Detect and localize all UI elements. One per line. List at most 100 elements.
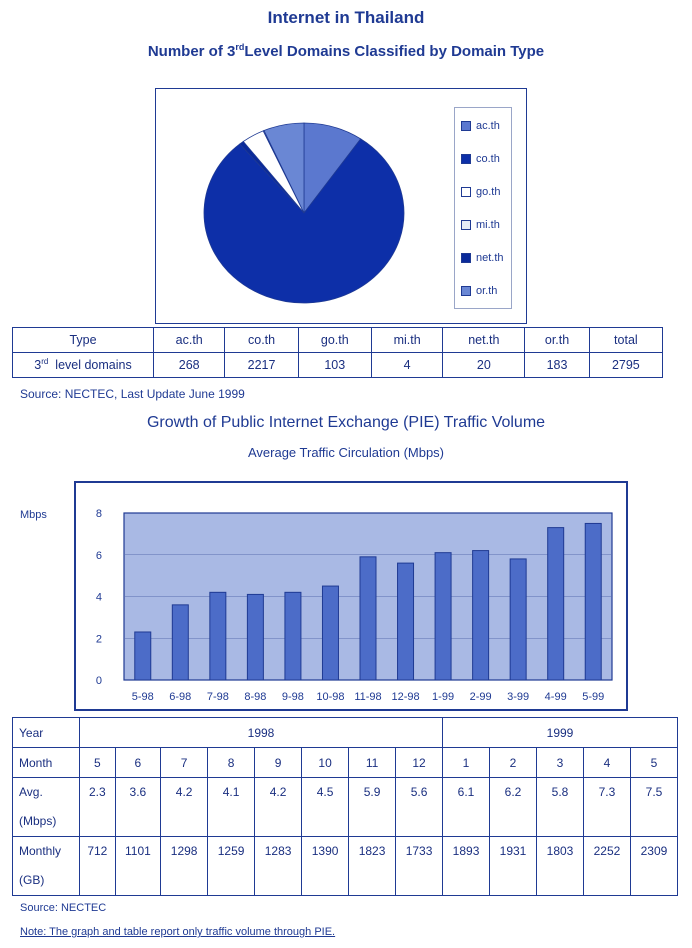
monthly-row: Monthly (GB) 712 1101 1298 1259 1283 1390 1823 17…: [12, 836, 679, 896]
avg-label-2: (Mbps): [19, 814, 57, 828]
pie-slice-or-th: [263, 122, 305, 214]
legend-label: ac.th: [476, 120, 500, 132]
avg-cell: 7.3: [582, 777, 631, 837]
legend-swatch: [461, 286, 471, 296]
avg-cell: 3.6: [114, 777, 162, 837]
legend-item: or.th: [461, 285, 497, 297]
avg-label-cell: Avg. (Mbps): [12, 777, 80, 837]
x-tick-label: 7-98: [207, 691, 229, 703]
domain-values-row: 3rd level domains 268 2217 103 4 20 183 …: [12, 352, 664, 378]
monthly-cell: 1259: [207, 836, 256, 896]
avg-cell: 2.3: [79, 777, 116, 837]
header-cell: mi.th: [370, 327, 444, 353]
year-label-cell: Year: [12, 717, 80, 748]
bar-11-98: [359, 556, 377, 681]
x-tick-label: 12-98: [391, 691, 419, 703]
header-cell: total: [588, 327, 664, 353]
avg-cell: 4.2: [254, 777, 303, 837]
x-tick-label: 11-98: [354, 691, 381, 703]
monthly-cell: 1298: [160, 836, 209, 896]
value-cell: 4: [370, 352, 444, 378]
bar-12-98: [397, 562, 415, 681]
legend-label: net.th: [476, 252, 504, 264]
monthly-cell: 712: [79, 836, 116, 896]
header-cell: net.th: [442, 327, 526, 353]
domain-header-row: Type ac.th co.th go.th mi.th net.th or.t…: [12, 327, 664, 353]
month-cell: 1: [442, 747, 491, 778]
pie-chart: [203, 122, 405, 304]
month-cell: 5: [629, 747, 679, 778]
monthly-cell: 1803: [536, 836, 584, 896]
avg-cell: 4.2: [160, 777, 209, 837]
legend-label: go.th: [476, 186, 501, 198]
month-cell: 6: [114, 747, 162, 778]
source-note-2: Source: NECTEC: [20, 902, 107, 914]
row-label-pre: 3: [34, 358, 42, 373]
monthly-cell: 1893: [442, 836, 491, 896]
avg-cell: 6.2: [489, 777, 537, 837]
monthly-cell: 2309: [629, 836, 679, 896]
x-tick-label: 10-98: [316, 691, 344, 703]
avg-cell: 6.1: [442, 777, 491, 837]
legend-item: mi.th: [461, 219, 500, 231]
header-cell: ac.th: [152, 327, 226, 353]
month-cell: 5: [79, 747, 116, 778]
type-header-cell: Type: [12, 327, 154, 353]
monthly-label-1: Monthly: [19, 844, 62, 858]
x-tick-label: 4-99: [545, 691, 567, 703]
traffic-subtitle: Average Traffic Circulation (Mbps): [247, 445, 445, 460]
x-tick-label: 5-99: [582, 691, 604, 703]
monthly-cell: 1101: [114, 836, 162, 896]
traffic-title: Growth of Public Internet Exchange (PIE)…: [146, 414, 546, 431]
value-cell: 183: [524, 352, 590, 378]
monthly-label-2: (GB): [19, 873, 45, 887]
value-cell: 2795: [588, 352, 664, 378]
avg-cell: 5.9: [348, 777, 397, 837]
bar-4-99: [547, 527, 565, 681]
month-cell: 12: [395, 747, 444, 778]
domain-table: Type ac.th co.th go.th mi.th net.th or.t…: [12, 327, 664, 378]
legend-label: co.th: [476, 153, 500, 165]
subtitle-post: Level Domains Classified by Domain Type: [244, 43, 545, 60]
monthly-cell: 1283: [254, 836, 303, 896]
value-cell: 103: [297, 352, 372, 378]
bar-5-99: [584, 522, 602, 681]
month-row: Month 5 6 7 8 9 10 11 12 1 2 3 4 5: [12, 747, 679, 778]
y-tick-label: 4: [96, 592, 102, 604]
value-cell: 268: [152, 352, 226, 378]
bar-chart: 0 2 4 6 8 5-98 6-98 7-98 8-98 9-98 10-98 11-98 12-98…: [96, 508, 613, 703]
legend-label: mi.th: [476, 219, 500, 231]
legend-swatch: [461, 187, 471, 197]
x-tick-label: 9-98: [282, 691, 304, 703]
bar-6-98: [171, 604, 189, 681]
legend-item: net.th: [461, 252, 504, 264]
bar-8-98: [246, 593, 264, 681]
month-cell: 8: [207, 747, 256, 778]
pie-slice-co-th: [203, 138, 405, 304]
bar-9-98: [284, 591, 302, 681]
monthly-cell: 1823: [348, 836, 397, 896]
x-tick-label: 3-99: [507, 691, 529, 703]
bar-7-98: [209, 591, 227, 681]
monthly-label-cell: Monthly (GB): [12, 836, 80, 896]
pie-slices: [203, 122, 405, 304]
legend-swatch: [461, 253, 471, 263]
x-tick-label: 8-98: [244, 691, 266, 703]
bar-1-99: [434, 552, 452, 681]
year-cell: 1998: [78, 717, 444, 748]
month-cell: 4: [582, 747, 631, 778]
bar-3-99: [509, 558, 527, 681]
subtitle-sup: rd: [235, 42, 245, 52]
bar-2-99: [472, 550, 490, 681]
row-label-cell: 3rd level domains: [12, 352, 154, 378]
avg-cell: 4.1: [207, 777, 256, 837]
year-row: Year 1998 1999: [12, 717, 678, 748]
avg-label-1: Avg.: [19, 785, 43, 799]
traffic-table: Year 1998 1999 Month 5 6 7 8 9 10 11 12 1 2 3 4 5 Avg. (Mb…: [12, 717, 679, 896]
pie-chart-title: Number of 3rdLevel Domains Classified by…: [0, 42, 692, 60]
month-cell: 2: [489, 747, 537, 778]
y-tick-label: 0: [96, 675, 102, 687]
x-tick-label: 2-99: [470, 691, 492, 703]
year-cell: 1999: [442, 717, 678, 748]
monthly-cell: 1390: [301, 836, 350, 896]
